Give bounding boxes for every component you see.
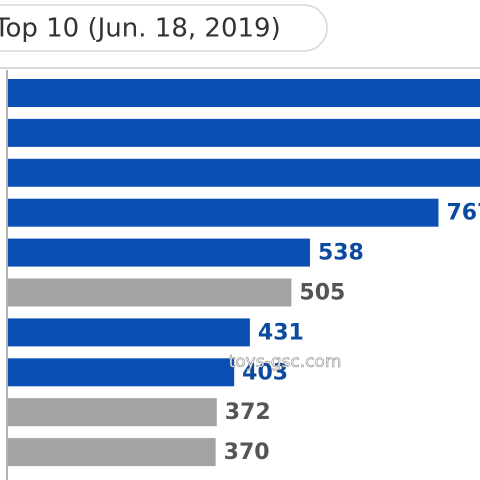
bar [8, 118, 480, 147]
watermark: toys-gsc.com [229, 352, 342, 372]
bar [8, 358, 235, 387]
bar [8, 398, 217, 427]
bar [8, 438, 216, 467]
title-pill [0, 4, 328, 52]
value-label: 431 [258, 320, 304, 345]
bar [8, 278, 292, 307]
value-label: 505 [299, 281, 345, 306]
bars: 1050980920767538505431403372370 [8, 79, 480, 467]
value-label: 372 [225, 400, 271, 425]
value-label: 767 [446, 201, 480, 226]
value-label: 370 [224, 440, 270, 465]
value-label: 538 [318, 241, 364, 266]
bar [8, 158, 480, 187]
bar [8, 79, 480, 107]
bar [8, 238, 310, 267]
bar [8, 198, 439, 227]
value-label: 403 [242, 360, 288, 385]
chart-title: Top 10 (Jun. 18, 2019) [0, 14, 281, 44]
bar [8, 318, 250, 347]
